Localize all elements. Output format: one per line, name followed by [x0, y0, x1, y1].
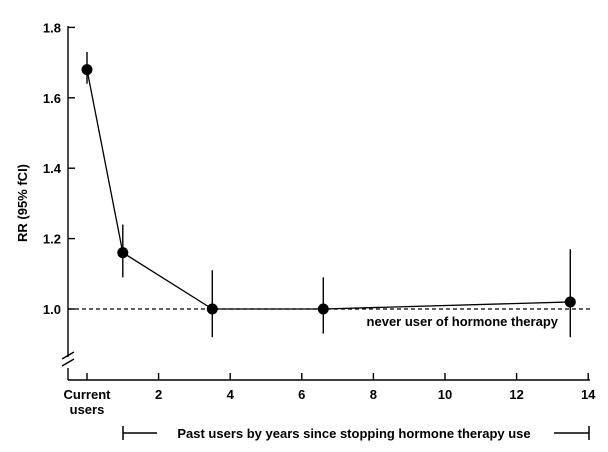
x-tick-label: 12 [509, 387, 523, 402]
x-tick-label: 14 [581, 387, 596, 402]
data-point [206, 303, 218, 315]
y-axis-title: RR (95% fCI) [15, 164, 30, 242]
reference-line-label: never user of hormone therapy [367, 314, 559, 329]
x-tick-label: 6 [298, 387, 305, 402]
data-point [564, 296, 576, 308]
x-tick-label: 4 [227, 387, 235, 402]
y-tick-label: 1.4 [43, 161, 62, 176]
data-point [117, 247, 129, 259]
x-tick-label: 2 [155, 387, 162, 402]
y-tick-label: 1.8 [43, 20, 61, 35]
series-line [86, 69, 571, 310]
current-users-label-line1: Current [64, 387, 112, 402]
y-ticks: 1.0 1.2 1.4 1.6 1.8 [43, 20, 75, 317]
x-axis-title: Past users by years since stopping hormo… [177, 426, 530, 441]
x-tick-label: 10 [438, 387, 452, 402]
axis-break-mark-2 [61, 358, 75, 367]
data-point [317, 303, 329, 315]
x-ticks: 2 4 6 8 10 12 14 [86, 373, 596, 402]
series-layer [81, 52, 576, 338]
y-tick-label: 1.0 [43, 302, 61, 317]
current-users-label-line2: users [70, 402, 105, 417]
y-tick-label: 1.6 [43, 91, 61, 106]
axis-break-mark-1 [61, 351, 75, 360]
y-tick-label: 1.2 [43, 232, 61, 247]
x-tick-label: 8 [370, 387, 377, 402]
data-point [81, 64, 93, 76]
